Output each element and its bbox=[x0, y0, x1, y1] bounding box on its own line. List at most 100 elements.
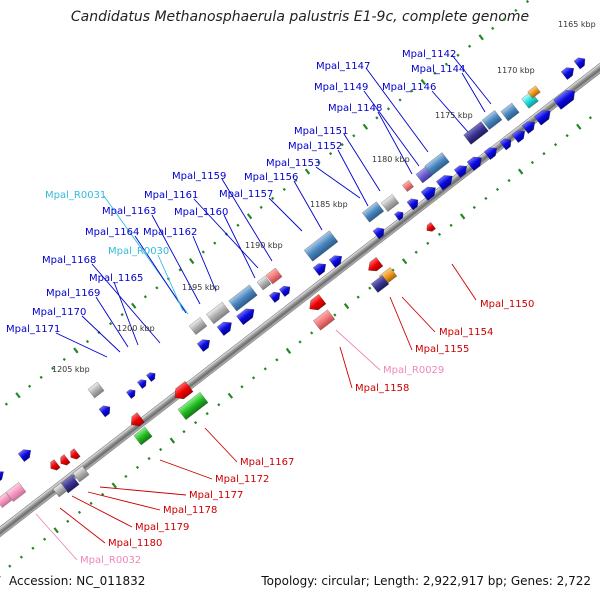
ruler-label: 1185 kbp bbox=[310, 200, 348, 209]
ruler-label: 1195 kbp bbox=[182, 283, 220, 292]
gene-label: Mpal_1158 bbox=[355, 383, 409, 394]
label-leader-line bbox=[159, 459, 213, 480]
label-leader-line bbox=[223, 214, 256, 279]
tick-mark bbox=[294, 178, 298, 183]
tick-mark bbox=[27, 384, 32, 388]
feature-box bbox=[463, 121, 489, 145]
forward-gene-arrow bbox=[453, 165, 467, 178]
label-leader-line bbox=[339, 346, 353, 389]
tick-mark bbox=[53, 527, 59, 534]
feature-arrow bbox=[553, 90, 575, 110]
tick-mark bbox=[85, 339, 90, 344]
label-leader-line bbox=[389, 296, 413, 351]
ruler-label: 1190 kbp bbox=[245, 241, 283, 250]
tick-mark bbox=[414, 250, 418, 254]
feature-arrow bbox=[216, 321, 232, 336]
label-leader-line bbox=[151, 214, 201, 305]
gene-label: Mpal_R0032 bbox=[80, 555, 141, 566]
feature-arrow bbox=[483, 147, 497, 160]
forward-gene-arrow bbox=[146, 372, 156, 382]
gene-label: Mpal_1155 bbox=[415, 344, 469, 355]
gene-label: Mpal_1152 bbox=[288, 141, 342, 152]
reverse-gene-feature bbox=[426, 222, 436, 232]
gene-label: Mpal_R0029 bbox=[383, 365, 444, 376]
label-leader-line bbox=[365, 67, 429, 153]
tick-mark bbox=[484, 196, 488, 201]
label-leader-line bbox=[363, 90, 420, 167]
forward-gene-arrow bbox=[0, 471, 4, 485]
forward-gene-arrow bbox=[279, 285, 291, 297]
feature-arrow bbox=[368, 257, 384, 272]
feature-box bbox=[0, 492, 13, 508]
tick-mark bbox=[159, 447, 163, 452]
feature-arrow bbox=[131, 412, 145, 427]
feature-arrow bbox=[436, 175, 453, 191]
tick-mark bbox=[155, 286, 159, 290]
reverse-gene-feature bbox=[60, 454, 71, 466]
forward-gene-arrow bbox=[573, 57, 586, 70]
feature-arrow bbox=[511, 130, 525, 143]
tick-mark bbox=[444, 62, 448, 66]
tick-mark bbox=[8, 564, 12, 568]
label-leader-line bbox=[95, 296, 129, 348]
label-leader-line bbox=[337, 149, 369, 207]
feature-arrow bbox=[406, 198, 419, 211]
tick-mark bbox=[352, 134, 356, 138]
label-leader-line bbox=[451, 263, 477, 301]
backbone-group bbox=[0, 39, 600, 561]
tick-mark bbox=[15, 392, 21, 399]
tick-mark bbox=[217, 403, 221, 407]
label-leader-line bbox=[193, 198, 259, 269]
label-leader-line bbox=[35, 513, 78, 561]
tick-mark bbox=[111, 482, 117, 489]
tick-mark bbox=[542, 152, 546, 156]
gene-label: Mpal_1150 bbox=[480, 299, 534, 310]
tick-mark bbox=[525, 0, 530, 4]
tick-mark bbox=[514, 8, 518, 13]
tick-mark bbox=[131, 302, 137, 309]
feature-arrow bbox=[426, 222, 436, 232]
feature-arrow bbox=[0, 471, 4, 485]
label-leader-line bbox=[99, 486, 187, 496]
label-leader-line bbox=[59, 507, 106, 544]
gene-label: Mpal_1172 bbox=[215, 474, 269, 485]
forward-gene-labels: Mpal_1142 Mpal_1144 Mpal_1147 Mpal_1146 … bbox=[6, 49, 465, 335]
forward-gene-arrow bbox=[466, 156, 482, 171]
gene-label: Mpal_1157 bbox=[219, 189, 273, 200]
genome-backbone bbox=[0, 39, 600, 561]
feature-arrow bbox=[309, 294, 327, 311]
label-leader-line bbox=[315, 166, 361, 199]
gene-label: Mpal_1170 bbox=[32, 307, 86, 318]
label-leader-line bbox=[377, 111, 413, 175]
tick-mark bbox=[143, 295, 147, 299]
tick-mark bbox=[0, 572, 1, 579]
tick-mark bbox=[298, 340, 302, 344]
feature-arrow bbox=[499, 138, 512, 151]
feature-arrow bbox=[534, 110, 551, 126]
label-leader-line bbox=[192, 235, 217, 292]
feature-arrow bbox=[521, 121, 535, 134]
gene-label: Mpal_R0031 bbox=[45, 190, 106, 201]
tick-mark bbox=[101, 492, 105, 497]
reverse-gene-feature bbox=[70, 448, 81, 460]
forward-gene-box bbox=[527, 85, 541, 99]
label-leader-line bbox=[91, 263, 161, 344]
feature-arrow bbox=[420, 186, 436, 201]
tick-mark bbox=[77, 510, 82, 514]
feature-box bbox=[415, 166, 433, 184]
tick-mark bbox=[66, 519, 70, 523]
label-leader-line bbox=[157, 254, 184, 312]
tick-mark bbox=[401, 258, 408, 265]
tick-mark bbox=[391, 268, 395, 272]
tick-mark bbox=[375, 116, 379, 120]
feature-box bbox=[312, 309, 336, 331]
tick-mark bbox=[4, 402, 8, 406]
feature-arrow bbox=[60, 454, 71, 466]
forward-gene-arrow bbox=[236, 308, 255, 326]
gene-label: Mpal_1156 bbox=[244, 172, 298, 183]
forward-gene-arrow bbox=[126, 389, 136, 399]
gene-features bbox=[0, 57, 586, 508]
gene-label: Mpal_R0030 bbox=[108, 246, 169, 257]
forward-gene-arrow bbox=[269, 291, 281, 303]
